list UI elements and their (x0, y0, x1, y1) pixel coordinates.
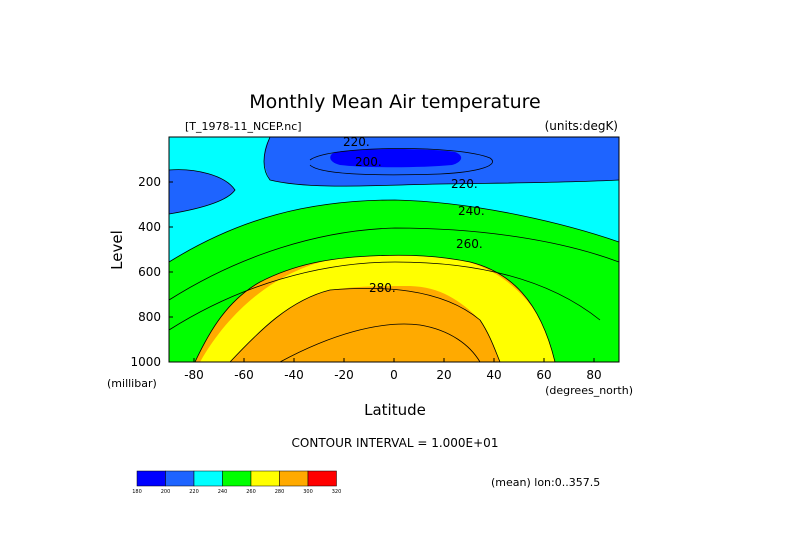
fill-band-blue-left (169, 169, 235, 214)
x-tick-label: -40 (284, 368, 304, 382)
x-tick-label: 20 (436, 368, 451, 382)
contour-label-3: 220. (451, 177, 478, 191)
colorbar-swatch (222, 470, 252, 487)
units-label: (units:degK) (545, 119, 618, 133)
contour-line-240 (169, 199, 619, 263)
y-tick-label: 1000 (130, 355, 161, 369)
colorbar-swatch (307, 470, 337, 487)
fill-band-darkblue (330, 149, 462, 168)
contour-line-extra-3 (279, 323, 481, 362)
colorbar-tick-label: 300 (303, 489, 313, 495)
colorbar: 180 200 220 240 260 280 300 320 (132, 470, 342, 495)
contour-line-200 (309, 148, 493, 176)
x-tick-label: 60 (536, 368, 551, 382)
x-tick-label: 80 (586, 368, 601, 382)
contour-line-220 (263, 137, 619, 187)
contour-interval-text: CONTOUR INTERVAL = 1.000E+01 (292, 436, 499, 450)
colorbar-tick-label: 200 (161, 489, 171, 495)
x-tick-label: -80 (184, 368, 204, 382)
fill-band-orange-core (230, 286, 500, 362)
x-tick-label: 0 (390, 368, 398, 382)
plot-area: 220. 200. 220. 240. 260. 280. (168, 135, 620, 363)
y-tick-label: 200 (138, 175, 161, 189)
y-axis-label: Level (108, 230, 126, 270)
contour-label-2: 200. (355, 155, 382, 169)
file-label: [T_1978-11_NCEP.nc] (185, 120, 302, 133)
y-units: (millibar) (107, 377, 157, 390)
colorbar-tick-label: 260 (246, 489, 256, 495)
x-tick-label: -60 (234, 368, 254, 382)
x-units: (degrees_north) (545, 384, 633, 397)
mean-text: (mean) lon:0..357.5 (491, 476, 600, 489)
contour-line-extra-2 (169, 261, 601, 331)
colorbar-tick-label: 280 (275, 489, 285, 495)
contour-line-260 (194, 254, 556, 362)
contour-line-280 (229, 287, 501, 362)
contour-label-4: 240. (458, 204, 485, 218)
x-tick-label: 40 (486, 368, 501, 382)
contour-label-6: 280. (369, 281, 396, 295)
colorbar-swatch (250, 470, 280, 487)
contour-label-5: 260. (456, 237, 483, 251)
colorbar-swatch (279, 470, 309, 487)
colorbar-tick-label: 180 (132, 489, 142, 495)
colorbar-tick-label: 220 (189, 489, 199, 495)
x-tick-label: -20 (334, 368, 354, 382)
y-tick-label: 800 (138, 310, 161, 324)
colorbar-swatch (193, 470, 223, 487)
contour-line-extra-1 (169, 227, 619, 301)
x-axis-ticks: -80 -60 -40 -20 0 20 40 60 80 (184, 358, 602, 382)
contour-label-1: 220. (343, 135, 370, 149)
colorbar-swatch (165, 470, 195, 487)
y-tick-label: 600 (138, 265, 161, 279)
contour-line-220-left (169, 169, 236, 215)
chart-title: Monthly Mean Air temperature (249, 91, 540, 113)
y-axis-ticks: 200 400 600 800 1000 (130, 175, 173, 369)
colorbar-swatch (136, 470, 166, 487)
colorbar-tick-label: 240 (218, 489, 228, 495)
y-tick-label: 400 (138, 220, 161, 234)
colorbar-tick-label: 320 (332, 489, 342, 495)
x-axis-label: Latitude (364, 401, 426, 419)
fill-band-green (169, 198, 619, 362)
